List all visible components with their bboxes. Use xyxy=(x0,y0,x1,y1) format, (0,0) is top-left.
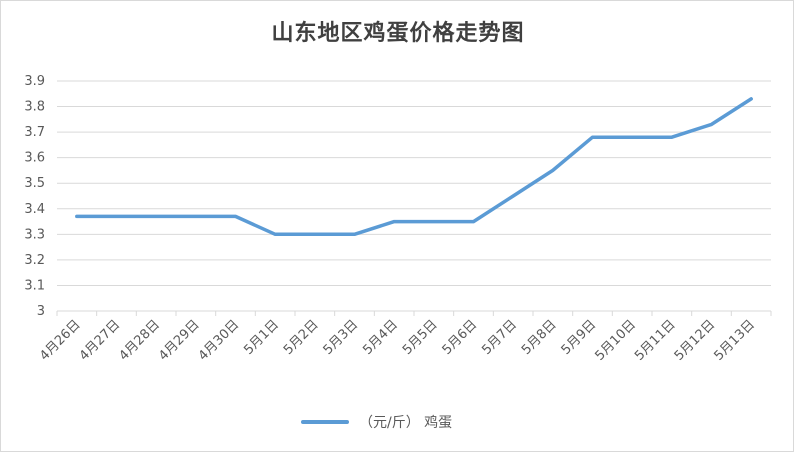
y-tick-label: 3.2 xyxy=(24,253,45,268)
y-tick-label: 3.7 xyxy=(24,125,45,140)
y-tick-label: 3.1 xyxy=(24,278,45,293)
legend-label: （元/斤） 鸡蛋 xyxy=(359,415,453,431)
x-tick-label: 5月6日 xyxy=(440,317,481,358)
x-tick-label: 4月30日 xyxy=(196,317,243,364)
y-tick-label: 3.8 xyxy=(24,100,45,115)
x-tick-label: 5月7日 xyxy=(479,317,520,358)
x-tick-label: 5月1日 xyxy=(241,317,282,358)
y-tick-label: 3.9 xyxy=(24,74,45,89)
x-tick-label: 5月5日 xyxy=(400,317,441,358)
legend: （元/斤） 鸡蛋 xyxy=(301,411,452,433)
x-tick-label: 5月13日 xyxy=(711,317,758,364)
x-tick-label: 4月29日 xyxy=(156,317,203,364)
series-line xyxy=(75,97,753,237)
x-tick-label: 5月3日 xyxy=(321,317,362,358)
x-tick-label: 4月28日 xyxy=(116,317,163,364)
chart-title: 山东地区鸡蛋价格走势图 xyxy=(271,20,525,46)
y-tick-label: 3 xyxy=(37,304,45,319)
y-tick-label: 3.6 xyxy=(24,151,45,166)
legend-swatch xyxy=(301,420,349,424)
x-tick-label: 5月10日 xyxy=(592,317,639,364)
x-tick-label: 5月8日 xyxy=(519,317,560,358)
x-tick-label: 5月11日 xyxy=(632,317,679,364)
x-tick-label: 5月4日 xyxy=(360,317,401,358)
y-tick-label: 3.4 xyxy=(24,202,45,217)
x-tick-label: 4月27日 xyxy=(77,317,124,364)
x-tick-label: 5月2日 xyxy=(281,317,322,358)
y-tick-label: 3.5 xyxy=(24,176,45,191)
y-tick-label: 3.3 xyxy=(24,227,45,242)
x-tick-label: 5月12日 xyxy=(672,317,719,364)
x-tick-label: 4月26日 xyxy=(37,317,84,364)
